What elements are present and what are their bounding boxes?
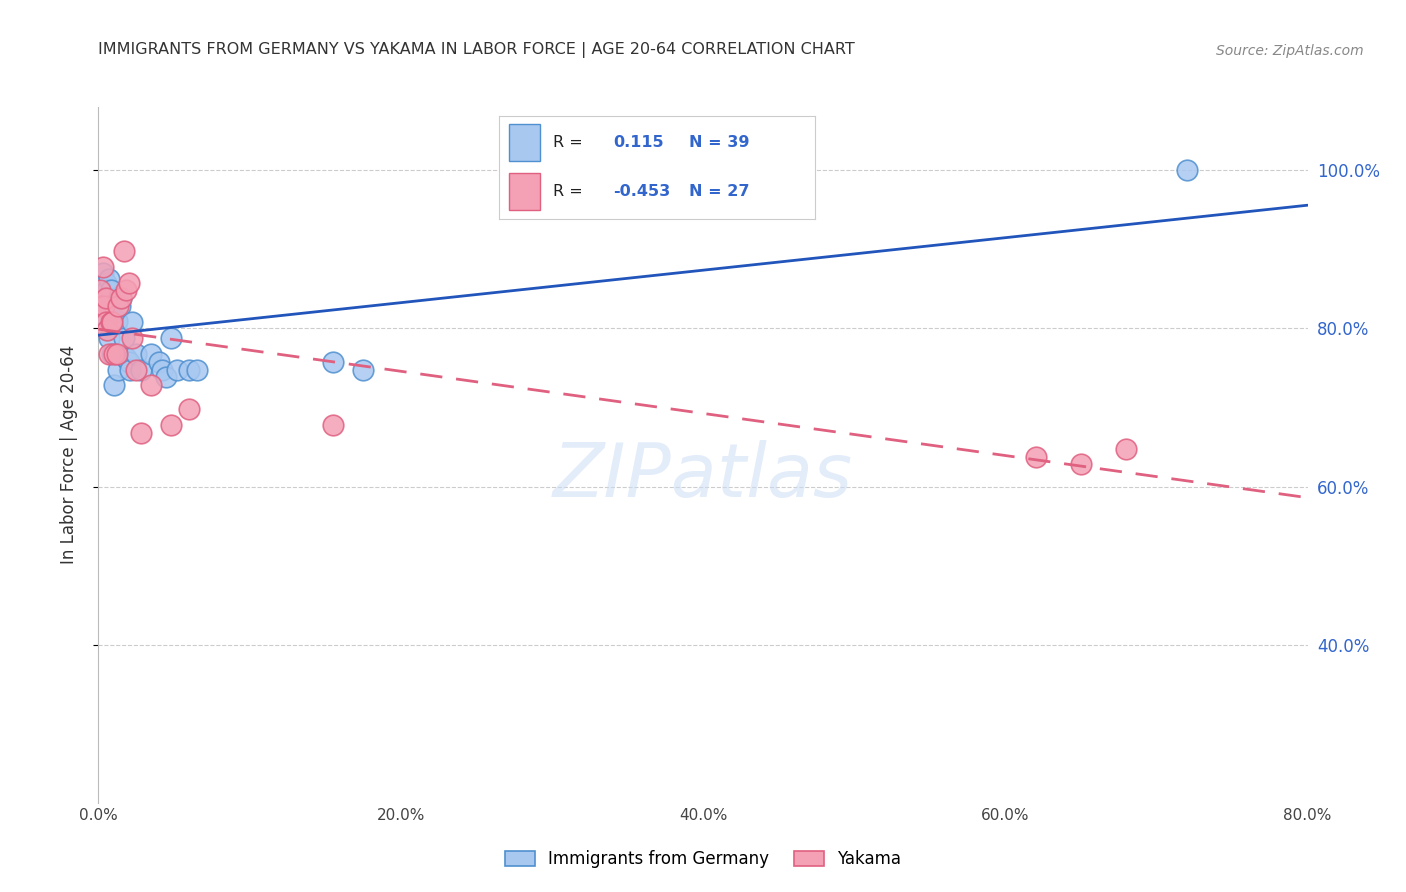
Point (141, 378, 163, 392)
Point (94, 292, 117, 306)
Point (110, 292, 132, 306)
Text: IMMIGRANTS FROM GERMANY VS YAKAMA IN LABOR FORCE | AGE 20-64 CORRELATION CHART: IMMIGRANTS FROM GERMANY VS YAKAMA IN LAB… (98, 42, 855, 58)
Point (186, 362, 208, 376)
Point (89, 284, 111, 298)
Point (1175, 163, 1198, 178)
Point (179, 402, 201, 417)
Point (107, 299, 129, 313)
Point (322, 417, 344, 432)
Text: ZIPatlas: ZIPatlas (553, 440, 853, 512)
Point (100, 284, 122, 298)
Text: R =: R = (553, 185, 588, 200)
FancyBboxPatch shape (509, 173, 540, 211)
Point (141, 347, 163, 361)
Point (94, 276, 117, 290)
Point (91, 260, 114, 274)
Text: N = 27: N = 27 (689, 185, 749, 200)
Point (129, 425, 152, 440)
Point (114, 351, 136, 366)
Point (91, 266, 114, 280)
Point (112, 244, 135, 258)
Point (93, 290, 115, 304)
Point (1070, 458, 1092, 472)
Point (1115, 442, 1137, 456)
Point (96, 284, 118, 298)
Point (107, 362, 129, 376)
Point (94, 315, 117, 329)
Point (166, 362, 188, 376)
Point (93, 299, 115, 313)
Text: N = 39: N = 39 (689, 135, 749, 150)
Point (121, 315, 143, 329)
Point (103, 378, 125, 392)
Point (125, 347, 148, 361)
Point (98, 272, 121, 286)
Point (120, 362, 142, 376)
Point (118, 354, 141, 368)
Text: Source: ZipAtlas.com: Source: ZipAtlas.com (1216, 44, 1364, 58)
Point (89, 277, 111, 292)
Point (129, 362, 152, 376)
Text: R =: R = (553, 135, 588, 150)
Legend: Immigrants from Germany, Yakama: Immigrants from Germany, Yakama (498, 843, 908, 874)
Point (100, 315, 122, 329)
Text: -0.453: -0.453 (613, 185, 671, 200)
Point (148, 354, 170, 368)
Point (125, 362, 148, 376)
Point (155, 370, 177, 384)
Point (352, 362, 374, 376)
Point (121, 331, 143, 345)
Point (160, 331, 183, 345)
Point (93, 277, 115, 292)
Text: 0.115: 0.115 (613, 135, 664, 150)
Point (101, 315, 124, 329)
Point (96, 323, 118, 337)
Point (98, 331, 121, 345)
Point (160, 417, 183, 432)
Point (108, 299, 131, 313)
Point (96, 323, 118, 337)
Point (98, 347, 121, 361)
FancyBboxPatch shape (509, 124, 540, 161)
Point (112, 331, 135, 345)
Point (105, 313, 128, 327)
Point (94, 310, 117, 324)
Point (91, 293, 114, 308)
Point (101, 347, 124, 361)
Point (100, 307, 122, 321)
Point (94, 292, 117, 306)
Point (1024, 450, 1046, 464)
Point (150, 362, 173, 376)
Point (322, 354, 344, 368)
Point (114, 284, 136, 298)
Point (118, 276, 141, 290)
Point (90, 299, 112, 313)
Point (90, 285, 112, 300)
Y-axis label: In Labor Force | Age 20-64: In Labor Force | Age 20-64 (59, 345, 77, 565)
Point (103, 347, 125, 361)
Point (105, 347, 128, 361)
Point (110, 292, 132, 306)
Point (179, 362, 201, 376)
